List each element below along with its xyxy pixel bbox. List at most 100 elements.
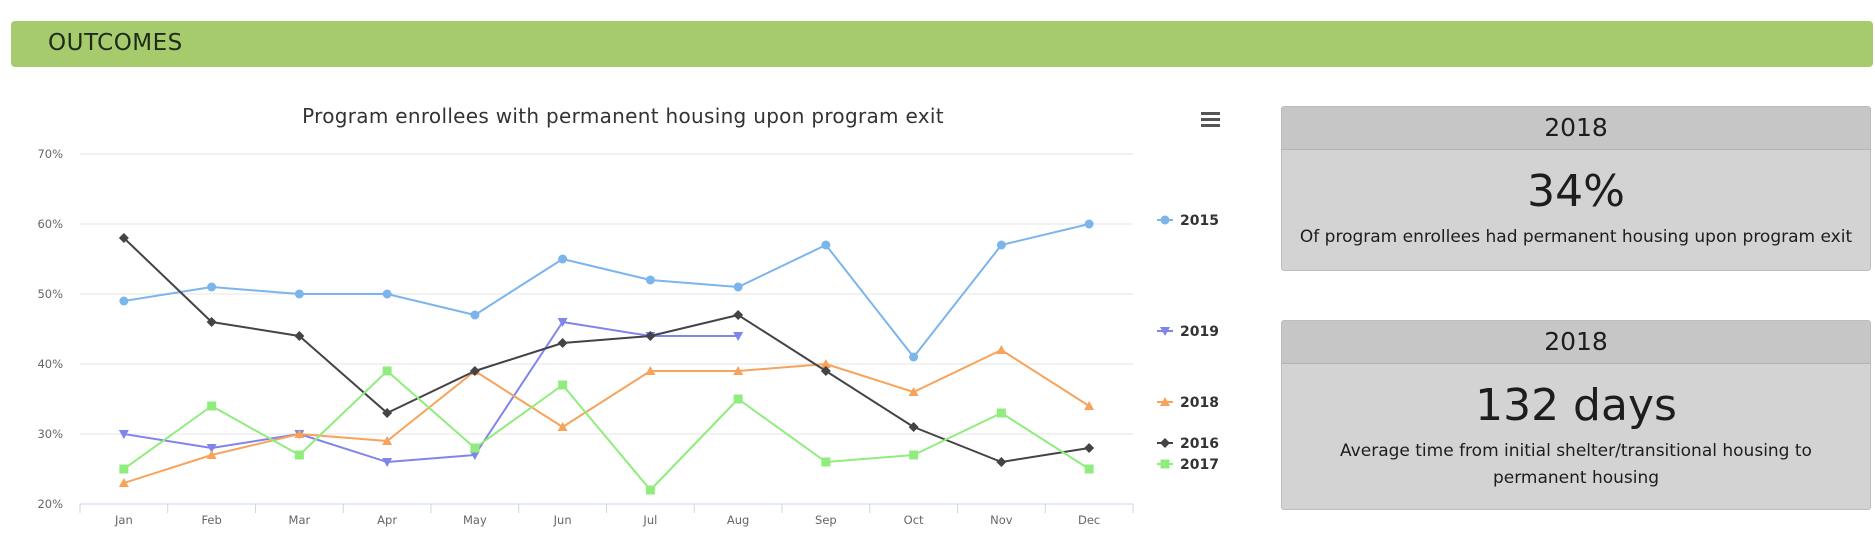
data-point-2017 [1084, 464, 1094, 474]
data-point-2016 [908, 422, 919, 432]
data-point-2018 [294, 429, 305, 438]
data-point-2018 [908, 387, 919, 396]
data-point-2017 [119, 464, 129, 474]
data-point-2018 [645, 366, 656, 375]
legend-item-2015[interactable]: 2015 [1180, 213, 1219, 229]
x-tick-label: Mar [289, 513, 311, 527]
data-point-2017 [909, 450, 919, 460]
data-point-2019 [733, 332, 744, 341]
data-point-2018 [996, 345, 1007, 354]
y-tick-label: 30% [37, 427, 63, 441]
data-point-2018 [557, 422, 568, 431]
legend-item-2018[interactable]: 2018 [1180, 395, 1219, 411]
hamburger-menu-icon[interactable] [1201, 112, 1220, 127]
data-point-2017 [645, 485, 655, 495]
data-point-2016 [996, 457, 1007, 467]
data-point-2017 [558, 380, 568, 390]
banner-title: OUTCOMES [48, 30, 183, 56]
data-point-2015 [207, 282, 217, 292]
data-point-2015 [119, 296, 129, 306]
data-point-2017 [207, 401, 217, 411]
data-point-2017 [996, 408, 1006, 418]
chart-title: Program enrollees with permanent housing… [302, 104, 944, 128]
data-point-2016 [820, 366, 831, 376]
x-tick-label: Oct [904, 513, 924, 527]
data-point-2015 [382, 289, 392, 299]
data-point-2018 [1084, 401, 1095, 410]
card-value: 132 days [1475, 380, 1677, 431]
x-tick-label: Feb [201, 513, 221, 527]
x-tick-label: Nov [990, 513, 1013, 527]
data-point-2015 [294, 289, 304, 299]
data-point-2015 [645, 275, 655, 285]
legend-marker [1160, 215, 1170, 225]
y-tick-label: 70% [37, 147, 63, 161]
data-point-2016 [382, 408, 393, 418]
data-point-2017 [733, 394, 743, 404]
legend-marker [1160, 438, 1170, 448]
legend-marker [1160, 327, 1170, 336]
series-line-2018 [123, 349, 1090, 484]
card-year: 2018 [1282, 321, 1870, 364]
data-point-2018 [382, 436, 393, 445]
x-tick-label: Aug [727, 513, 749, 527]
y-tick-label: 20% [37, 497, 63, 511]
x-tick-label: Dec [1078, 513, 1100, 527]
data-point-2017 [821, 457, 831, 467]
x-tick-label: May [463, 513, 487, 527]
data-point-2016 [645, 331, 656, 341]
legend-item-2016[interactable]: 2016 [1180, 436, 1219, 452]
x-tick-label: Jan [114, 513, 133, 527]
card-description: Average time from initial shelter/transi… [1340, 441, 1812, 488]
time-to-housing-card: 2018 132 days Average time from initial … [1281, 320, 1871, 510]
data-point-2016 [557, 338, 568, 348]
data-point-2019 [206, 444, 217, 453]
data-point-2017 [470, 443, 480, 453]
data-point-2016 [206, 317, 217, 327]
housing-rate-card: 2018 34% Of program enrollees had perman… [1281, 106, 1871, 271]
data-point-2018 [206, 450, 217, 459]
data-point-2015 [733, 282, 743, 292]
data-point-2016 [294, 331, 305, 341]
data-point-2015 [821, 240, 831, 250]
series-line-2015 [123, 223, 1090, 358]
series-line-2019 [123, 321, 739, 463]
data-point-2019 [557, 318, 568, 327]
data-point-2015 [558, 254, 568, 264]
legend-item-2019[interactable]: 2019 [1180, 324, 1219, 340]
data-point-2016 [469, 366, 480, 376]
series-line-2016 [123, 237, 1090, 463]
data-point-2019 [118, 430, 129, 439]
card-year: 2018 [1282, 107, 1870, 150]
x-tick-label: Jul [642, 513, 657, 527]
data-point-2019 [469, 451, 480, 460]
data-point-2018 [118, 478, 129, 487]
data-point-2017 [382, 366, 392, 376]
data-point-2017 [294, 450, 304, 460]
outcomes-banner: OUTCOMES [11, 21, 1873, 67]
series-line-2017 [123, 370, 1090, 491]
data-point-2015 [909, 352, 919, 362]
legend-marker [1160, 397, 1170, 406]
data-point-2016 [733, 310, 744, 320]
y-tick-label: 60% [37, 217, 63, 231]
y-tick-label: 50% [37, 287, 63, 301]
data-point-2016 [1084, 443, 1095, 453]
card-value: 34% [1527, 166, 1625, 217]
data-point-2019 [382, 458, 393, 467]
data-point-2015 [470, 310, 480, 320]
data-point-2016 [118, 233, 129, 243]
y-tick-label: 40% [37, 357, 63, 371]
data-point-2018 [733, 366, 744, 375]
data-point-2015 [1084, 219, 1094, 229]
x-tick-label: Jun [553, 513, 572, 527]
data-point-2015 [996, 240, 1006, 250]
legend-item-2017[interactable]: 2017 [1180, 457, 1219, 473]
legend-marker [1160, 459, 1170, 469]
data-point-2018 [820, 359, 831, 368]
chart-container: Program enrollees with permanent housing… [0, 80, 1240, 544]
x-tick-label: Sep [815, 513, 837, 527]
card-description: Of program enrollees had permanent housi… [1299, 227, 1853, 247]
x-tick-label: Apr [377, 513, 397, 527]
line-chart: Program enrollees with permanent housing… [37, 104, 1220, 527]
